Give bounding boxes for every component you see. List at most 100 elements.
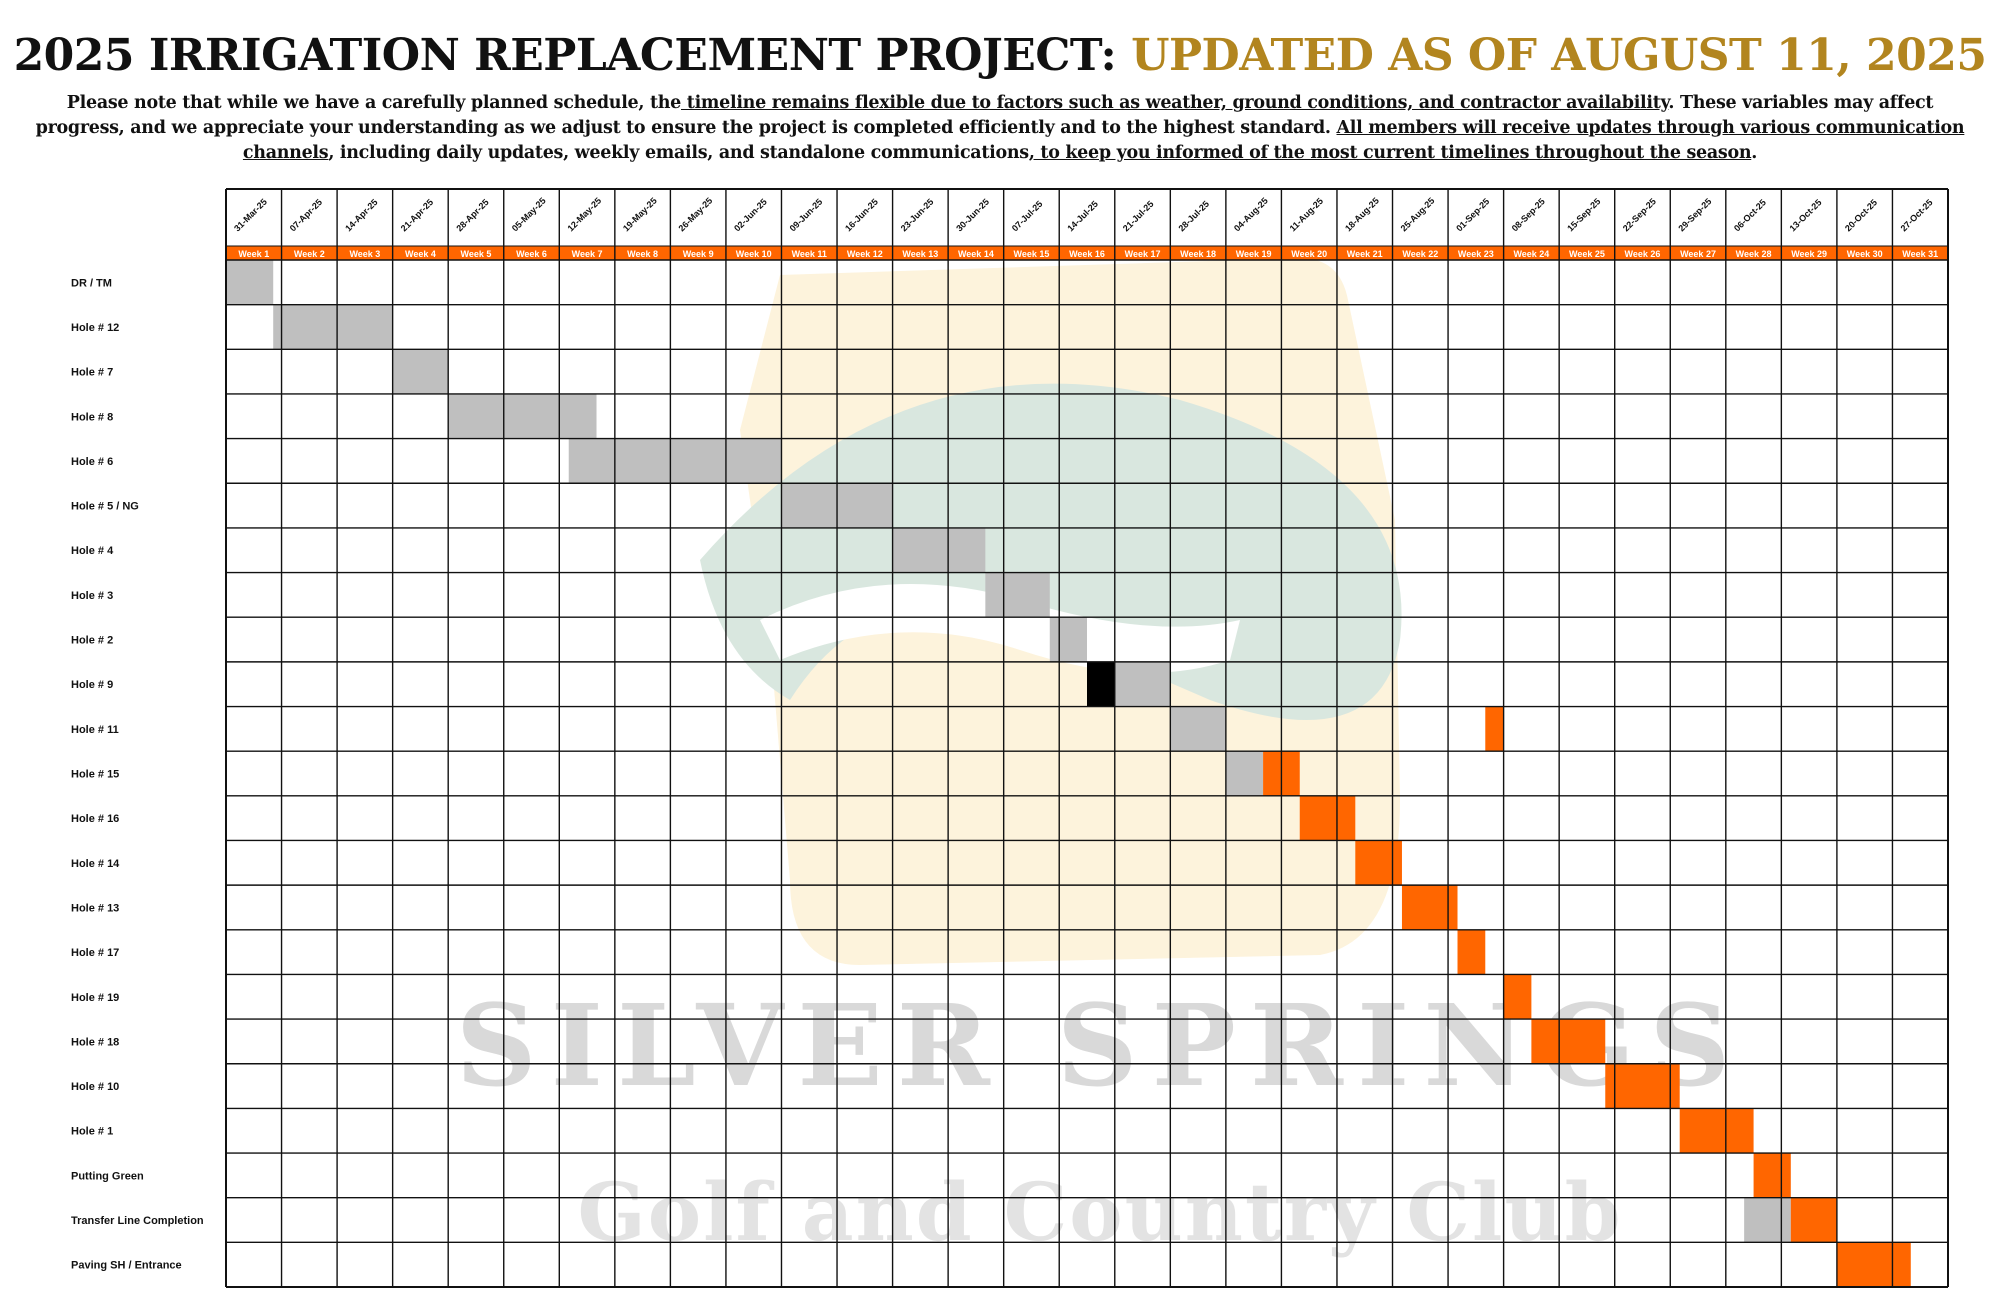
week-label: Week 21 [1347, 249, 1383, 259]
date-label: 28-Apr-25 [454, 197, 490, 233]
task-label: Hole # 13 [71, 902, 119, 914]
task-bar-completed [1744, 1197, 1791, 1243]
week-label: Week 20 [1291, 249, 1327, 259]
task-label: Hole # 2 [71, 635, 113, 647]
task-label: Hole # 10 [71, 1081, 119, 1093]
task-label: Paving SH / Entrance [71, 1260, 182, 1272]
week-label: Week 31 [1902, 249, 1938, 259]
notice-segment: All members will receive updates through… [242, 118, 1965, 163]
week-label: Week 11 [792, 249, 827, 259]
title-update-date: UPDATED AS OF AUGUST 11, 2025 [1131, 30, 1987, 81]
date-label: 11-Aug-25 [1288, 196, 1325, 233]
task-label: Hole # 18 [71, 1036, 119, 1048]
notice-segment: , to keep you informed of the most curre… [1028, 143, 1752, 163]
week-label: Week 30 [1847, 249, 1883, 259]
task-bar-current [1087, 661, 1115, 707]
task-bar-planned [1605, 1063, 1680, 1109]
task-bars [226, 260, 1911, 1287]
task-bar-planned [1753, 1153, 1791, 1198]
week-label: Week 1 [238, 249, 269, 259]
date-label: 27-Oct-25 [1899, 197, 1935, 233]
schedule-notice: Please note that while we have a careful… [30, 91, 1970, 166]
task-bar-planned [1299, 795, 1356, 841]
task-label: Hole # 17 [71, 947, 119, 959]
date-label: 21-Apr-25 [399, 197, 435, 233]
task-label: Hole # 19 [71, 992, 119, 1004]
notice-segment: Please note that while we have a careful… [66, 93, 682, 113]
task-label: Hole # 14 [71, 858, 120, 870]
date-label: 07-Apr-25 [288, 197, 324, 233]
week-label: Week 27 [1680, 249, 1716, 259]
date-label: 19-May-25 [621, 196, 659, 234]
date-label: 14-Jul-25 [1065, 199, 1100, 234]
task-bar-completed [273, 304, 393, 350]
week-label: Week 17 [1125, 249, 1161, 259]
week-label: Week 5 [461, 249, 492, 259]
task-bar-completed [985, 572, 1050, 618]
title-main: 2025 IRRIGATION REPLACEMENT PROJECT: [13, 30, 1117, 81]
date-label: 30-Jun-25 [954, 197, 991, 234]
date-label: 02-Jun-25 [732, 197, 769, 234]
week-label: Week 3 [349, 249, 380, 259]
task-label: Putting Green [71, 1170, 144, 1182]
task-bar-planned [1836, 1242, 1911, 1287]
task-bar-planned [1485, 706, 1504, 752]
date-label: 28-Jul-25 [1176, 199, 1211, 234]
task-bar-completed [448, 393, 597, 439]
week-label: Week 2 [294, 249, 325, 259]
task-label: Hole # 1 [71, 1126, 113, 1138]
task-bar-completed [1225, 751, 1264, 796]
week-label: Week 4 [405, 249, 436, 259]
task-label: Hole # 6 [71, 456, 113, 468]
date-label: 31-Mar-25 [232, 197, 269, 234]
task-label: Hole # 15 [71, 769, 119, 781]
notice-segment: . These variables may affect progress, a… [35, 93, 1934, 138]
week-label: Week 29 [1791, 249, 1827, 259]
notice-segment: timeline remains flexible due to factors… [681, 93, 1669, 113]
task-bar-planned [1679, 1108, 1754, 1154]
task-bar-completed [1049, 617, 1087, 662]
date-label: 22-Sep-25 [1621, 196, 1658, 233]
date-label: 05-May-25 [510, 196, 548, 234]
week-header-band [226, 246, 1948, 260]
task-label: Hole # 12 [71, 322, 119, 334]
task-label: Transfer Line Completion [71, 1215, 204, 1227]
week-label: Week 15 [1014, 249, 1050, 259]
date-label: 01-Sep-25 [1454, 196, 1491, 233]
date-label: 21-Jul-25 [1121, 199, 1156, 234]
date-label: 13-Oct-25 [1787, 197, 1823, 233]
date-label: 25-Aug-25 [1399, 196, 1437, 234]
notice-segment: , including daily updates, weekly emails… [328, 143, 1029, 163]
task-bar-planned [1457, 929, 1486, 975]
week-label: Week 10 [736, 249, 772, 259]
week-label: Week 12 [847, 249, 883, 259]
date-label: 06-Oct-25 [1732, 197, 1768, 233]
task-bar-planned [1355, 840, 1402, 886]
task-bar-planned [1531, 1019, 1606, 1064]
task-bar-planned [1401, 885, 1458, 930]
task-bar-completed [892, 527, 986, 573]
week-label: Week 18 [1180, 249, 1216, 259]
week-label: Week 6 [516, 249, 547, 259]
watermark-club-subtitle: Golf and Country Club [577, 1165, 1622, 1259]
task-bar-completed [1170, 706, 1226, 752]
date-label: 23-Jun-25 [899, 197, 936, 234]
week-label: Week 16 [1069, 249, 1105, 259]
date-label: 18-Aug-25 [1343, 196, 1381, 234]
task-label: Hole # 5 / NG [71, 501, 139, 513]
timeline-header: 31-Mar-25 07-Apr-25 14-Apr-25 21-Apr-25 28-A… [226, 196, 1948, 260]
task-label: Hole # 3 [71, 590, 113, 602]
week-label: Week 25 [1569, 249, 1605, 259]
date-label: 12-May-25 [565, 196, 603, 234]
week-label: Week 14 [958, 249, 994, 259]
task-bar-completed [392, 349, 449, 394]
date-label: 26-May-25 [677, 196, 715, 234]
task-label: Hole # 8 [71, 411, 113, 423]
task-bar-completed [226, 260, 274, 305]
date-label: 20-Oct-25 [1843, 197, 1879, 233]
date-label: 14-Apr-25 [343, 197, 379, 233]
task-label: Hole # 4 [71, 545, 114, 557]
date-label: 09-Jun-25 [788, 197, 825, 234]
date-label: 08-Sep-25 [1510, 196, 1547, 233]
week-label: Week 9 [683, 249, 714, 259]
